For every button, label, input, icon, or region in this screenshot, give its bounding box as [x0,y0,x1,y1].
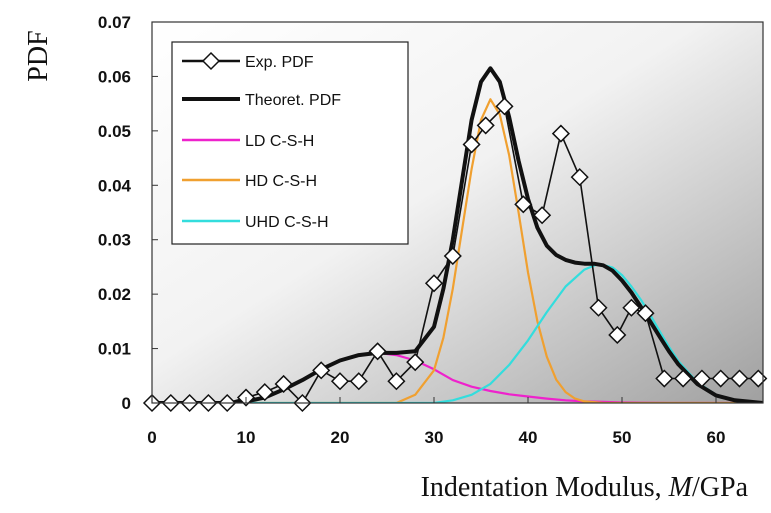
y-axis-title: PDF [23,30,54,81]
exp-data-point [462,135,481,154]
exp-data-point [570,168,589,187]
legend-label: Exp. PDF [245,54,314,71]
exp-data-point [274,374,293,394]
exp-data-point [349,372,368,391]
exp-data-point [674,369,693,388]
exp-data-point [692,369,711,388]
plot-frame [151,21,764,404]
exp-data-point [711,369,730,388]
y-tick-label: 0.05 [98,122,131,141]
x-tick-label: 0 [147,428,156,447]
legend-label: UHD C-S-H [245,214,329,231]
exp-data-point [636,304,655,323]
legend-box [171,41,409,245]
exp-data-point [589,298,608,317]
x-tick-label: 10 [237,428,256,447]
x-axis-title-prefix: Indentation Modulus, [421,472,669,503]
exp-data-point [255,383,274,402]
x-tick-label: 30 [425,428,444,447]
exp-data-point [424,274,444,293]
y-tick-label: 0.06 [98,67,131,86]
series-line-exp-pdf [152,105,760,403]
legend: Exp. PDF Theoret. PDF LD C-S-H HD C-S-H UHD … [171,41,409,245]
y-tick-label: 0.04 [98,176,132,195]
x-tick-label: 60 [707,428,726,447]
x-axis-title-symbol: M [668,472,694,503]
legend-label: Theoret. PDF [245,92,341,109]
exp-data-point [476,116,495,135]
exp-data-point [368,342,387,361]
y-tick-label: 0.01 [98,340,131,359]
exp-data-point [330,372,350,391]
x-tick-label: 20 [331,428,350,447]
y-tick-label: 0.02 [98,285,131,304]
exp-data-point [495,97,514,116]
exp-data-point [622,298,641,317]
x-tick-label: 40 [519,428,538,447]
legend-marker [201,51,221,71]
legend-label: HD C-S-H [245,173,317,190]
exp-data-point [406,353,425,372]
exp-data-point [443,246,462,266]
exp-data-point [655,369,674,388]
exp-data-point [749,369,768,388]
y-tick-label: 0.07 [98,13,131,32]
exp-data-point [533,206,552,225]
exp-data-point [608,325,627,345]
series-line-hd-c-s-h [152,98,763,403]
exp-data-point [730,369,749,388]
exp-data-point [551,124,570,143]
x-axis-title-suffix: /GPa [692,472,749,503]
x-axis-title: Indentation Modulus, M/GPa [421,472,749,503]
exp-data-point [387,372,406,391]
legend-label: LD C-S-H [245,133,314,150]
y-tick-label: 0.03 [98,231,131,250]
x-tick-label: 50 [613,428,632,447]
y-tick-label: 0 [122,394,131,413]
exp-data-point [312,361,331,380]
exp-data-point [514,195,533,214]
